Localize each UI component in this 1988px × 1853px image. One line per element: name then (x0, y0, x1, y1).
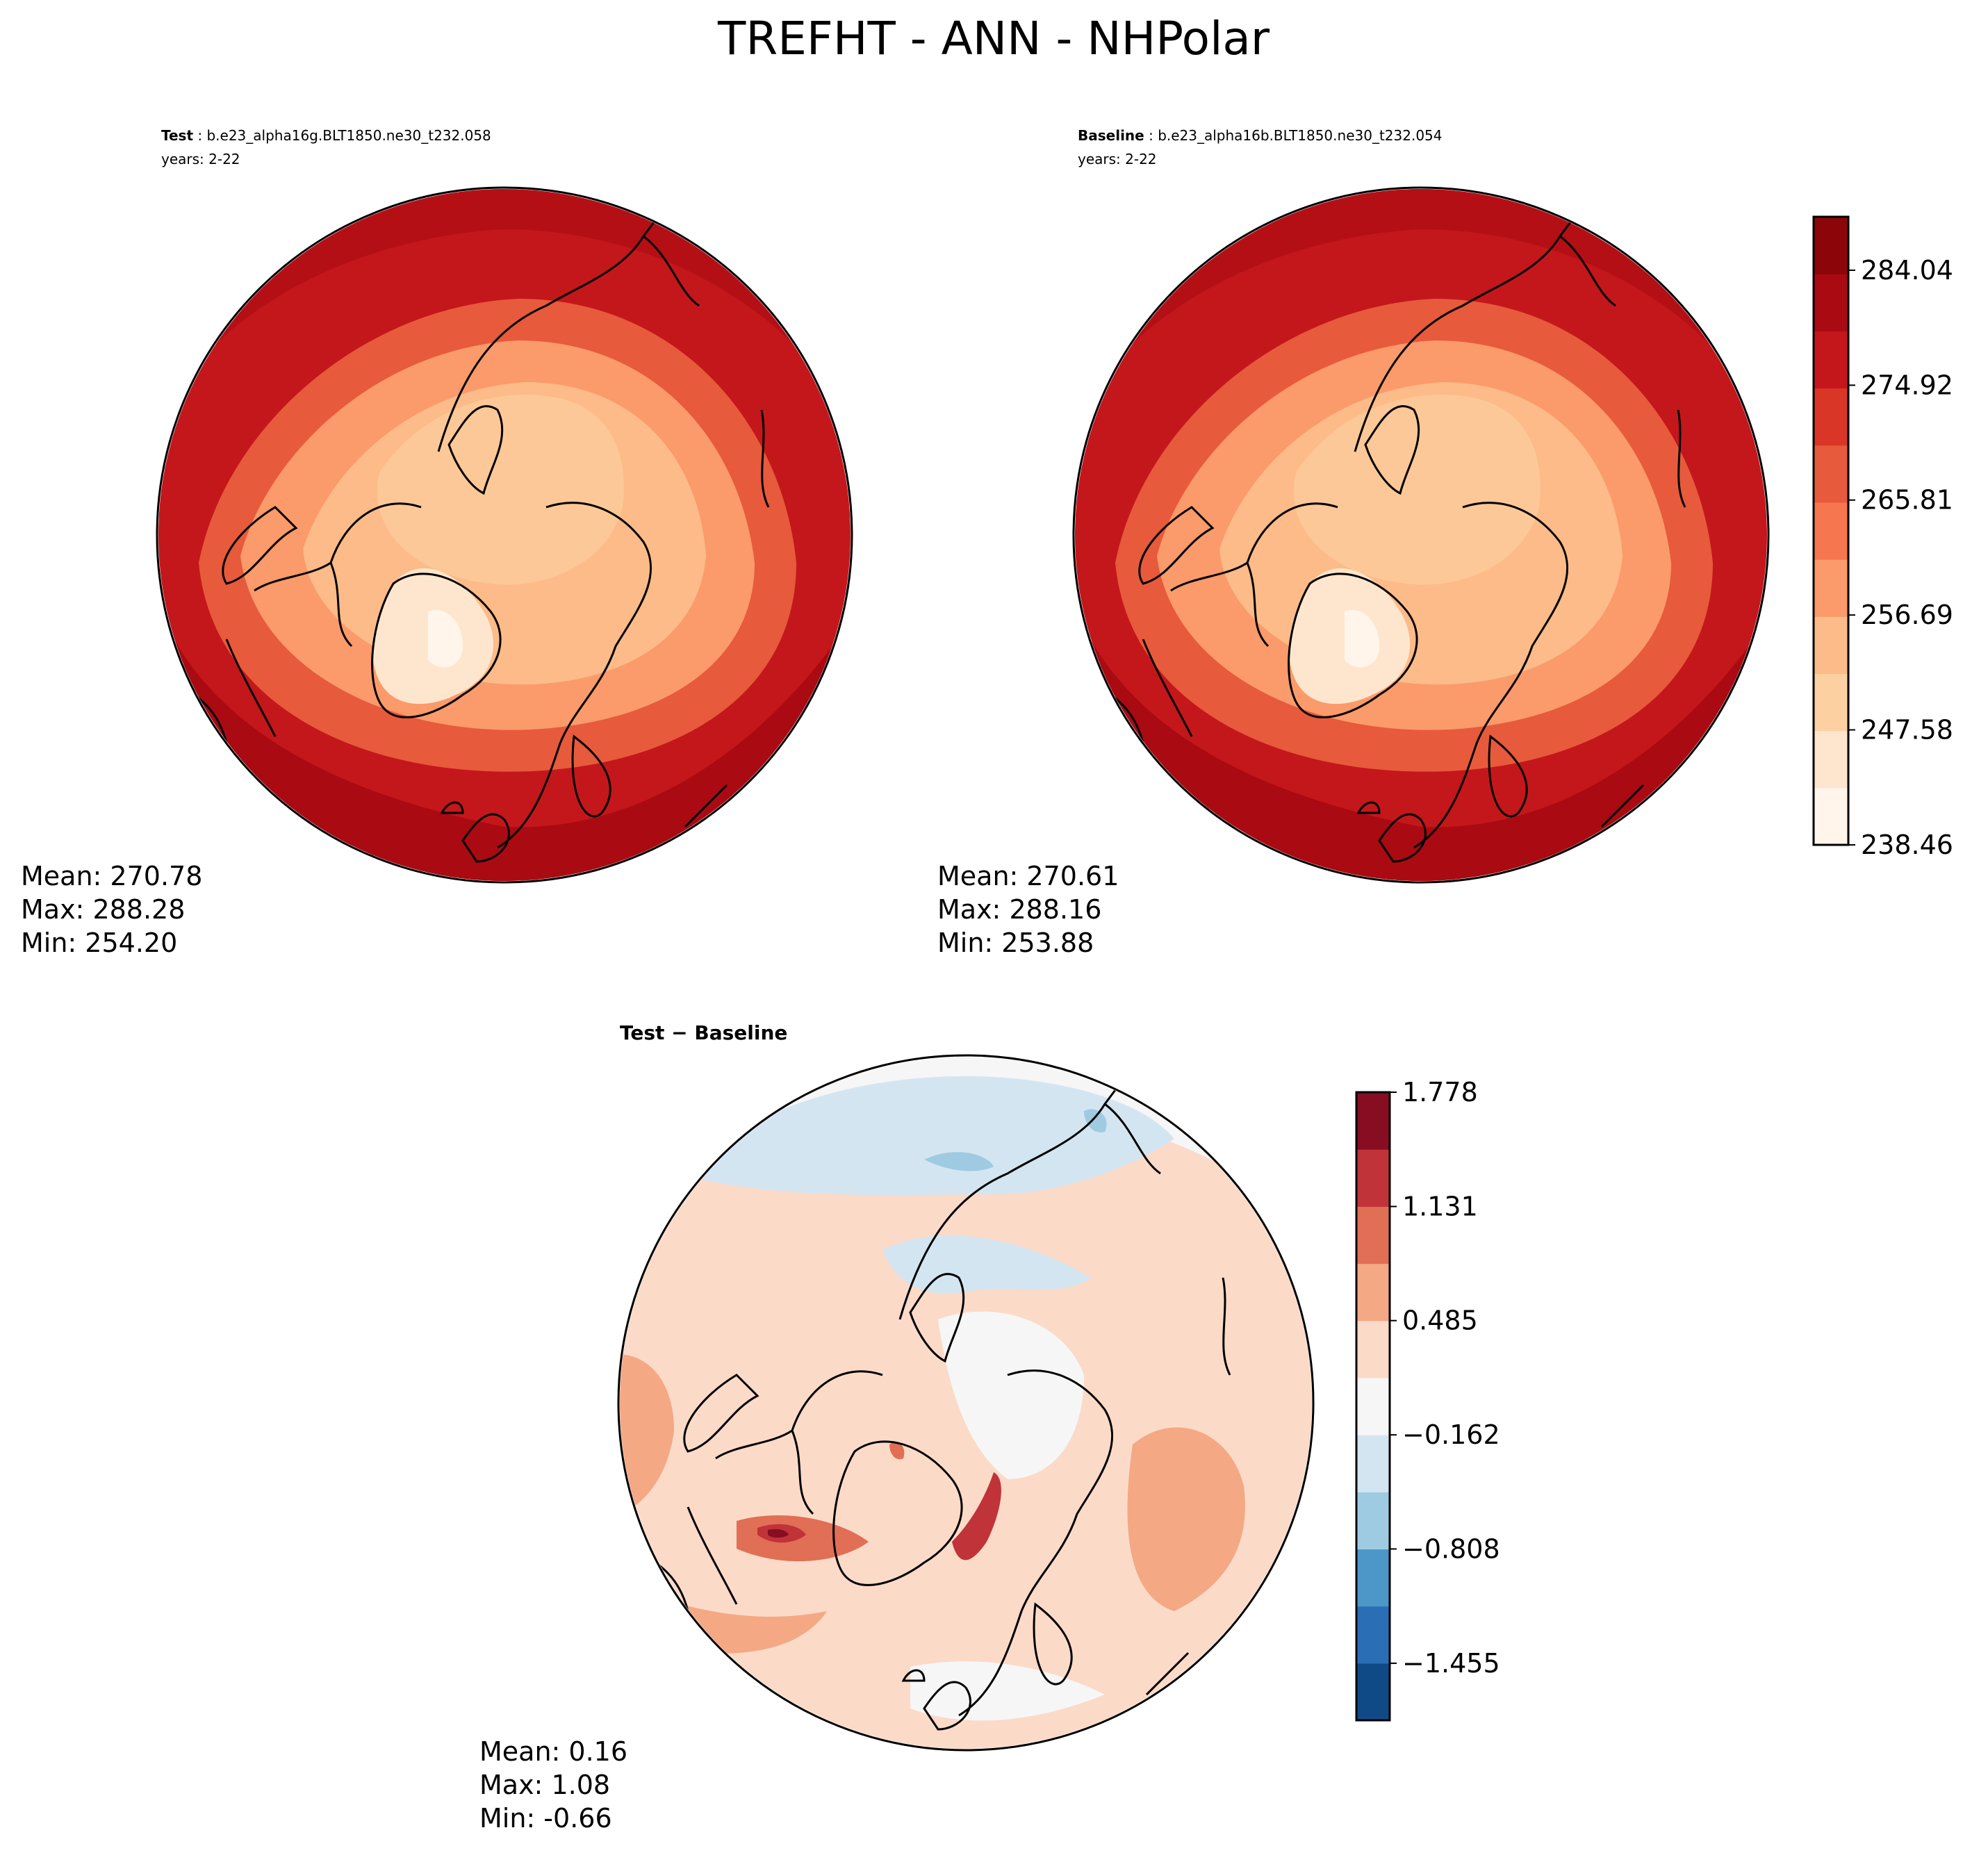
main-colorbar-color-step (1814, 445, 1848, 503)
main-colorbar-color-step (1814, 217, 1848, 274)
main-colorbar-color-step (1814, 730, 1848, 789)
svg-text:Test : b.e23_alpha16g.BLT1850.: Test : b.e23_alpha16g.BLT1850.ne30_t232.… (161, 127, 491, 144)
diff-colorbar: −1.455 −0.808 −0.162 0.485 1.131 1.778 (1355, 1077, 1500, 1722)
main-colorbar-color-step (1814, 616, 1848, 675)
diff-map (620, 1057, 1312, 1749)
diff-colorbar-tick-label: −0.162 (1402, 1419, 1500, 1450)
diff-colorbar-tick-label: 0.485 (1402, 1306, 1478, 1336)
main-colorbar: 238.46 247.58 256.69 265.81 274.92 284.04 (1812, 215, 1953, 860)
test-min: Min: 254.20 (21, 928, 177, 958)
baseline-map (1075, 189, 1767, 881)
baseline-max: Max: 288.16 (937, 894, 1101, 925)
test-max: Max: 288.28 (21, 894, 185, 925)
main-colorbar-color-step (1814, 331, 1848, 389)
diff-colorbar-frame (1355, 1091, 1391, 1722)
diff-max: Max: 1.08 (479, 1770, 610, 1800)
baseline-case-name: b.e23_alpha16b.BLT1850.ne30_t232.054 (1158, 127, 1442, 144)
diff-colorbar-color-step (1356, 1320, 1390, 1378)
test-case-name: b.e23_alpha16g.BLT1850.ne30_t232.058 (206, 127, 491, 144)
diff-colorbar-tick-label: 1.131 (1402, 1191, 1478, 1221)
main-colorbar-color-step (1814, 388, 1848, 446)
diff-colorbar-color-step (1356, 1606, 1390, 1664)
main-colorbar-tick-label: 265.81 (1861, 485, 1953, 516)
diff-title: Test − Baseline (620, 1021, 787, 1044)
main-colorbar-color-step (1814, 787, 1848, 846)
main-colorbar-color-step (1814, 559, 1848, 617)
main-colorbar-color-step (1814, 274, 1848, 331)
diff-colorbar-color-step (1356, 1092, 1390, 1150)
diff-colorbar-color-step (1356, 1435, 1390, 1492)
diff-colorbar-color-step (1356, 1377, 1390, 1435)
diff-min: Min: -0.66 (479, 1803, 612, 1834)
main-colorbar-tick-label: 247.58 (1861, 715, 1953, 746)
diff-colorbar-color-step (1356, 1206, 1390, 1265)
main-colorbar-frame (1812, 215, 1850, 846)
test-panel: Test : b.e23_alpha16g.BLT1850.ne30_t232.… (21, 127, 853, 958)
diff-colorbar-tick-label: −0.808 (1402, 1533, 1500, 1564)
figure-title: TREFHT - ANN - NHPolar (717, 12, 1270, 65)
baseline-panel: Baseline : b.e23_alpha16b.BLT1850.ne30_t… (937, 127, 1770, 958)
diff-colorbar-tick-label: 1.778 (1402, 1077, 1478, 1107)
diff-panel: Test − Baseline (479, 1021, 1315, 1834)
test-label: Test (161, 127, 193, 144)
baseline-min: Min: 253.88 (937, 928, 1094, 958)
diff-colorbar-color-step (1356, 1549, 1390, 1607)
diff-mean: Mean: 0.16 (479, 1736, 627, 1767)
diff-colorbar-color-step (1356, 1663, 1390, 1721)
diff-colorbar-color-step (1356, 1492, 1390, 1550)
baseline-mean: Mean: 270.61 (937, 861, 1119, 891)
baseline-years: years: 2-22 (1078, 151, 1157, 167)
main-colorbar-tick-label: 274.92 (1861, 370, 1953, 400)
diff-colorbar-color-step (1356, 1263, 1390, 1321)
diff-colorbar-tick-label: −1.455 (1402, 1648, 1500, 1679)
diff-colorbar-color-step (1356, 1149, 1390, 1207)
main-colorbar-tick-label: 256.69 (1861, 600, 1953, 630)
main-colorbar-color-step (1814, 502, 1848, 560)
main-colorbar-color-step (1814, 673, 1848, 732)
main-colorbar-tick-label: 238.46 (1861, 830, 1953, 860)
test-map (158, 189, 851, 881)
svg-text:Baseline : b.e23_alpha16b.BLT1: Baseline : b.e23_alpha16b.BLT1850.ne30_t… (1078, 127, 1443, 144)
main-colorbar-tick-label: 284.04 (1861, 255, 1953, 286)
test-mean: Mean: 270.78 (21, 861, 202, 891)
test-years: years: 2-22 (161, 151, 240, 167)
baseline-label: Baseline (1078, 127, 1144, 144)
